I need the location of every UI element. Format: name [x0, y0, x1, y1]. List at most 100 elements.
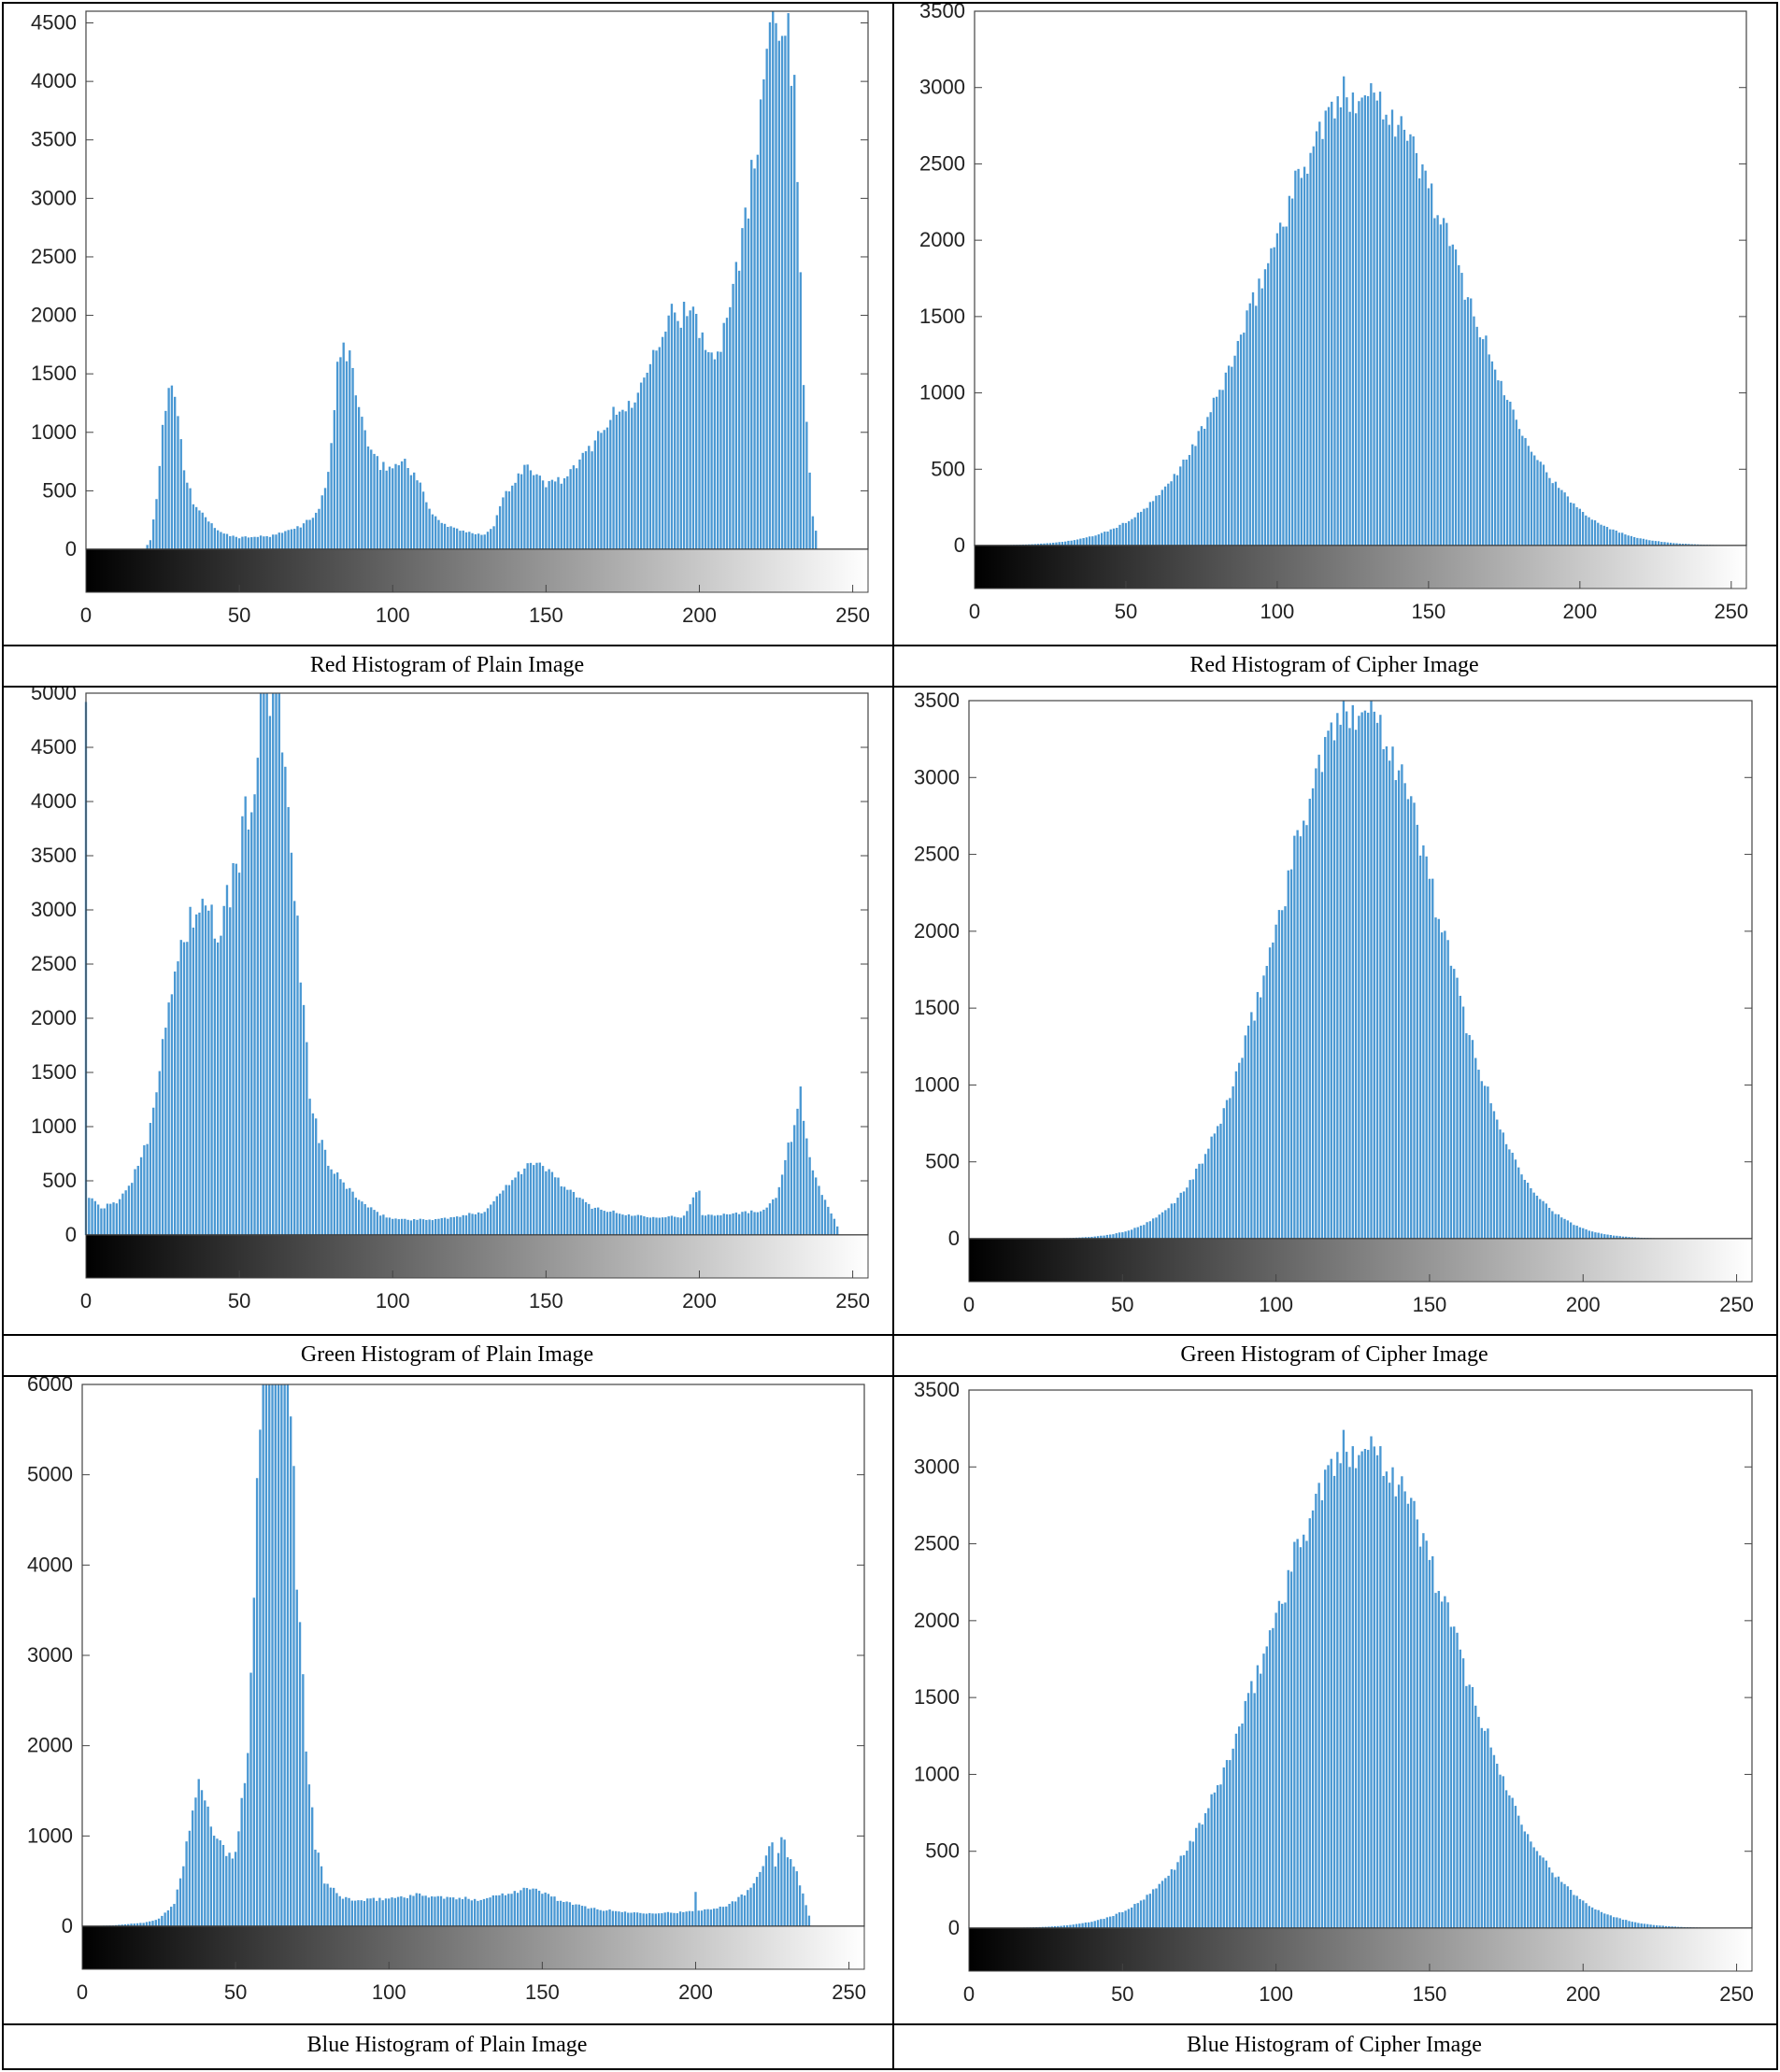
histogram-bar: [1097, 534, 1100, 546]
histogram-bar: [1428, 1559, 1431, 1928]
histogram-bar: [771, 1842, 774, 1926]
histogram-bar: [121, 1193, 124, 1235]
histogram-bar: [388, 1217, 392, 1235]
histogram-bar: [679, 327, 682, 549]
y-tick-label: 4500: [31, 11, 77, 35]
histogram-bar: [833, 1218, 836, 1235]
histogram-bar: [1093, 1236, 1096, 1239]
histogram-bar: [600, 433, 603, 549]
histogram-bar: [1299, 836, 1303, 1239]
histogram-bar: [244, 796, 247, 1235]
histogram-bar: [96, 1204, 100, 1235]
y-tick-label: 2500: [919, 151, 965, 175]
histogram-bar: [1115, 1233, 1118, 1239]
histogram-bar: [734, 1213, 738, 1235]
histogram-bar: [1487, 1728, 1489, 1928]
blue-plain-chart-cell: 0 1000 2000 3000 4000 5000 6000 0 50 100 150 200 250: [4, 1377, 890, 2023]
histogram-bar: [317, 1852, 320, 1926]
histogram-bar: [146, 545, 149, 549]
histogram-bar: [220, 532, 222, 549]
y-tick-label: 3000: [31, 186, 77, 209]
histogram-bar: [280, 1384, 283, 1926]
histogram-bar: [1100, 1919, 1103, 1928]
histogram-bar: [1219, 1784, 1222, 1928]
histogram-bar: [188, 1830, 192, 1926]
histogram-bar: [1669, 542, 1673, 546]
histogram-bar: [749, 1887, 752, 1926]
histogram-bar: [425, 502, 428, 549]
histogram-bar: [786, 1857, 790, 1926]
histogram-bar: [357, 1199, 361, 1235]
histogram-bar: [511, 1180, 514, 1235]
histogram-bar: [434, 1896, 436, 1926]
histogram-bar: [1348, 1467, 1351, 1928]
histogram-bar: [1685, 544, 1687, 546]
histogram-bar: [620, 1911, 623, 1926]
histogram-bar: [1558, 488, 1560, 546]
histogram-bar: [733, 1901, 737, 1926]
histogram-bar: [1324, 1469, 1327, 1928]
histogram-bar: [1475, 326, 1478, 546]
histogram-bar: [1363, 1449, 1367, 1928]
x-tick-label: 200: [682, 603, 717, 627]
histogram-bar: [1148, 1894, 1152, 1928]
histogram-bar: [391, 1897, 393, 1926]
histogram-bar: [123, 1923, 127, 1926]
histogram-bar: [1241, 1057, 1244, 1239]
histogram-bar: [393, 1897, 396, 1926]
red-plain-chart-cell: 0 500 1000 1500 2000 2500 3000 3500 4000 4500 0 50 1…: [4, 4, 890, 645]
histogram-bar: [263, 536, 265, 549]
histogram-bar: [1487, 1086, 1489, 1239]
histogram-bar: [182, 942, 186, 1235]
histogram-bar: [320, 1866, 323, 1926]
histogram-bar: [1143, 1225, 1146, 1239]
y-tick-label: 1500: [919, 305, 965, 328]
histogram-bar: [1324, 736, 1327, 1239]
histogram-bar: [588, 1203, 591, 1235]
histogram-bar: [729, 1213, 732, 1235]
histogram-bar: [676, 1913, 678, 1926]
histogram-bar: [388, 1898, 391, 1926]
histogram-bar: [1569, 503, 1573, 546]
histogram-bar: [1155, 495, 1158, 546]
histogram-bar: [1451, 244, 1454, 546]
histogram-bar: [1274, 1612, 1277, 1928]
histogram-bar: [783, 1839, 786, 1926]
histogram-bar: [1075, 1923, 1078, 1928]
histogram-bar: [483, 534, 486, 549]
histogram-bar: [1238, 1726, 1241, 1928]
histogram-bar: [1336, 713, 1339, 1239]
x-tick-label: 150: [1413, 1982, 1447, 2006]
histogram-bar: [1659, 1925, 1661, 1928]
histogram-bar: [1358, 716, 1360, 1239]
histogram-bar: [533, 1165, 535, 1235]
histogram-bar: [1073, 540, 1076, 546]
histogram-bar: [1105, 1917, 1109, 1928]
histogram-bar: [762, 1209, 765, 1235]
histogram-bar: [1332, 740, 1336, 1239]
histogram-bar: [1532, 1192, 1535, 1239]
histogram-bar: [1064, 541, 1067, 546]
histogram-bar: [1256, 991, 1260, 1239]
histogram-bar: [1652, 1924, 1656, 1928]
histogram-bar: [1231, 366, 1233, 546]
histogram-bar: [704, 349, 707, 549]
plot-frame: [968, 700, 1753, 1240]
histogram-bar: [657, 1913, 661, 1926]
histogram-bar: [1465, 1033, 1468, 1239]
histogram-bar: [118, 1199, 121, 1235]
histogram-bar: [91, 1198, 93, 1235]
histogram-bar: [523, 1168, 526, 1235]
histogram-bar: [1315, 1494, 1317, 1928]
histogram-bar: [342, 1182, 345, 1235]
histogram-bar: [1360, 1451, 1363, 1928]
histogram-bar: [1233, 355, 1236, 546]
histogram-bar: [197, 1779, 200, 1926]
histogram-bar: [1421, 163, 1424, 546]
histogram-bar: [808, 472, 811, 549]
histogram-bar: [1554, 1877, 1557, 1928]
histogram-bar: [614, 1910, 618, 1926]
histogram-bar: [416, 480, 419, 549]
histogram-bar: [541, 1166, 545, 1235]
histogram-bar: [381, 1900, 384, 1926]
